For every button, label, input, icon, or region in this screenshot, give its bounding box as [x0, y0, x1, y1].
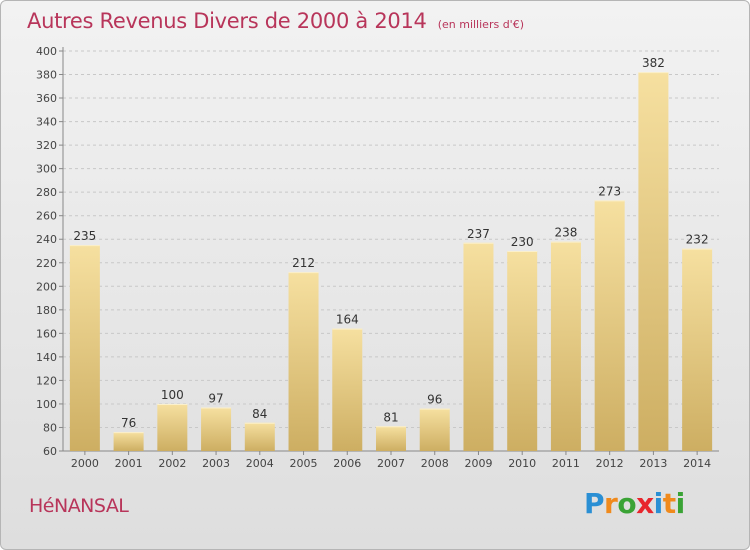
y-tick-label: 240	[36, 233, 57, 246]
x-tick-label: 2009	[464, 457, 492, 470]
x-tick-label: 2005	[290, 457, 318, 470]
data-label: 96	[427, 393, 442, 407]
y-tick-label: 200	[36, 280, 57, 293]
data-label: 273	[598, 184, 621, 198]
y-tick-label: 260	[36, 210, 57, 223]
bar	[69, 245, 100, 451]
bar	[594, 200, 625, 451]
chart-subtitle: (en milliers d'€)	[437, 18, 524, 31]
logo-letter: i	[675, 487, 686, 520]
bar	[419, 408, 450, 451]
logo-letter: P	[584, 487, 605, 520]
x-tick-label: 2008	[421, 457, 449, 470]
data-label: 232	[686, 233, 709, 247]
bar	[332, 328, 363, 451]
x-tick-label: 2003	[202, 457, 230, 470]
proxiti-logo: Proxiti	[584, 487, 685, 520]
y-tick-label: 140	[36, 351, 57, 364]
bar	[550, 241, 581, 451]
y-tick-label: 280	[36, 186, 57, 199]
y-tick-label: 220	[36, 257, 57, 270]
logo-letter: r	[604, 487, 618, 520]
y-tick-label: 160	[36, 327, 57, 340]
y-tick-label: 320	[36, 139, 57, 152]
data-label: 235	[73, 229, 96, 243]
x-tick-label: 2001	[115, 457, 143, 470]
bar	[288, 272, 319, 451]
x-tick-label: 2012	[596, 457, 624, 470]
y-tick-label: 80	[43, 421, 57, 434]
data-label: 84	[252, 407, 267, 421]
bar	[507, 251, 538, 451]
bar	[244, 422, 275, 451]
y-tick-label: 340	[36, 116, 57, 129]
x-tick-label: 2007	[377, 457, 405, 470]
chart-title: Autres Revenus Divers de 2000 à 2014	[27, 9, 427, 33]
x-tick-label: 2014	[683, 457, 711, 470]
data-label: 238	[554, 226, 577, 240]
bar	[682, 248, 713, 451]
x-tick-label: 2006	[333, 457, 361, 470]
data-label: 237	[467, 227, 490, 241]
logo-letter: x	[636, 487, 654, 520]
y-tick-label: 400	[36, 45, 57, 58]
data-label: 97	[208, 391, 223, 405]
y-tick-label: 60	[43, 445, 57, 458]
y-tick-label: 100	[36, 398, 57, 411]
bar	[113, 432, 144, 451]
y-tick-label: 180	[36, 304, 57, 317]
bar	[463, 242, 494, 451]
y-tick-label: 380	[36, 69, 57, 82]
logo-letter: o	[617, 487, 637, 520]
data-label: 164	[336, 313, 359, 327]
data-label: 81	[383, 410, 398, 424]
x-tick-label: 2002	[158, 457, 186, 470]
title-row: Autres Revenus Divers de 2000 à 2014 (en…	[27, 9, 524, 33]
bar	[638, 72, 669, 452]
x-tick-label: 2011	[552, 457, 580, 470]
bar	[376, 426, 406, 451]
data-label: 382	[642, 56, 665, 70]
logo-letter: i	[653, 487, 664, 520]
data-label: 230	[511, 235, 534, 249]
x-tick-label: 2013	[639, 457, 667, 470]
y-tick-label: 120	[36, 374, 57, 387]
data-label: 100	[161, 388, 184, 402]
data-label: 212	[292, 256, 315, 270]
y-tick-label: 360	[36, 92, 57, 105]
y-tick-label: 300	[36, 163, 57, 176]
location-name: HéNANSAL	[29, 495, 129, 517]
x-tick-label: 2010	[508, 457, 536, 470]
logo-letter: t	[662, 487, 676, 520]
bar	[201, 407, 232, 451]
x-tick-label: 2004	[246, 457, 274, 470]
data-label: 76	[121, 416, 136, 430]
bar	[157, 403, 188, 451]
x-tick-label: 2000	[71, 457, 99, 470]
